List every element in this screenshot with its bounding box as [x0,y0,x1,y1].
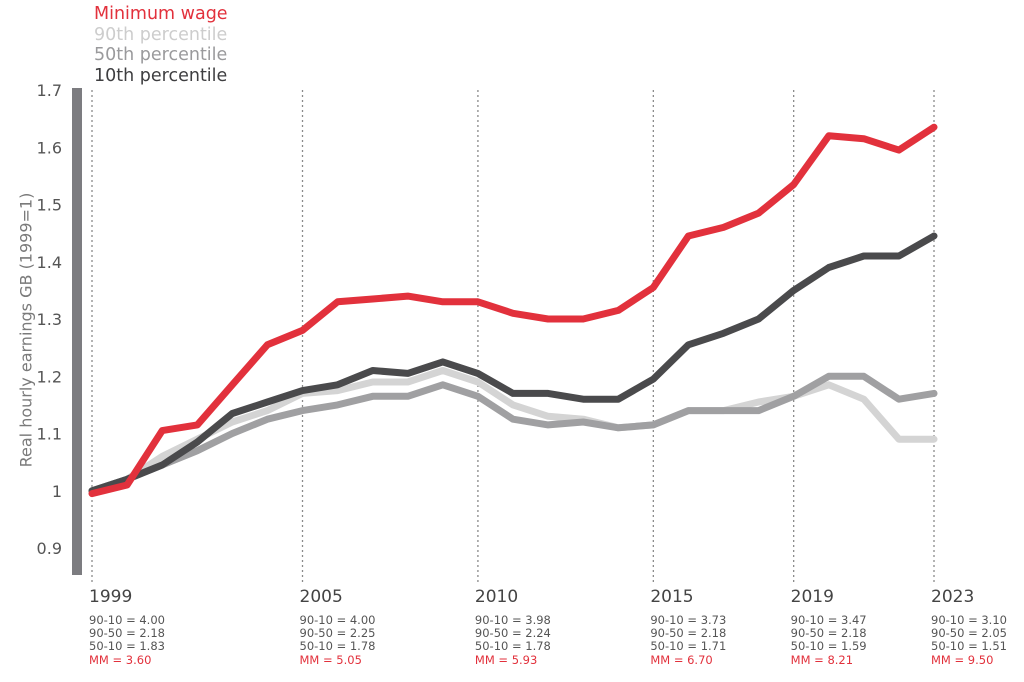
x-tick-label: 2005 [300,587,343,607]
x-tick-label: 2015 [650,587,693,607]
ratio-annotation-2010: 90-10 = 3.98 90-50 = 2.24 50-10 = 1.78 MM =… [474,613,551,667]
ratio-line: 90-50 = 2.05 [931,626,1007,641]
y-tick-label: 1.7 [37,81,62,100]
ratio-line: 50-10 = 1.78 [474,639,551,654]
ratio-annotation-2005: 90-10 = 4.00 90-50 = 2.25 50-10 = 1.78 MM =… [299,613,376,667]
x-tick-label: 1999 [89,587,132,607]
ratio-line: 90-10 = 4.00 [299,613,376,627]
legend: Minimum wage 90th percentile 50th percen… [94,4,228,86]
ratio-annotation-2015: 90-10 = 3.73 90-50 = 2.18 50-10 = 1.71 MM =… [650,613,727,667]
series-line-minimum-wage [88,123,938,498]
ratio-line: 50-10 = 1.71 [650,639,727,654]
legend-minimum-wage: Minimum wage [94,4,228,24]
x-tick-label: 2010 [475,587,518,607]
y-tick-label: 1 [52,482,62,501]
legend-50th-percentile: 50th percentile [94,45,228,65]
legend-90th-percentile: 90th percentile [94,24,228,45]
ratio-line: 90-50 = 2.18 [650,626,727,641]
y-tick-label: 1.3 [37,310,62,329]
y-tick-label: 1.5 [37,196,62,215]
ratio-line: 90-10 = 3.47 [790,613,867,627]
series-line-10th-percentile [88,232,938,495]
ratio-line: 90-50 = 2.18 [89,626,165,641]
x-tick-label: 2019 [791,587,834,607]
legend-10th-percentile: 10th percentile [94,65,228,86]
ratio-line: 90-10 = 3.98 [474,613,551,627]
minimum-wage-value: MM = 9.50 [931,652,994,667]
y-tick-label: 1.1 [37,425,62,444]
year-gridlines [91,90,935,582]
y-tick-label: 1.4 [37,253,62,272]
ratio-line: 90-50 = 2.25 [299,626,376,641]
ratio-annotation-2023: 90-10 = 3.10 90-50 = 2.05 50-10 = 1.51 MM =… [931,613,1007,667]
ratio-annotation-2019: 90-10 = 3.47 90-50 = 2.18 50-10 = 1.59 MM =… [790,613,867,667]
minimum-wage-value: MM = 5.93 [474,652,538,667]
x-tick-label: 2023 [931,587,974,607]
ratio-annotation-1999: 90-10 = 4.00 90-50 = 2.18 50-10 = 1.83 MM =… [89,613,165,667]
series-line-50th-percentile [88,372,938,495]
x-axis-ticks: 1999 2005 2010 2015 2019 2023 [89,587,974,607]
ratio-line: 50-10 = 1.59 [790,639,867,654]
ratio-line: 50-10 = 1.51 [931,639,1007,654]
y-tick-label: 1.2 [37,367,62,386]
minimum-wage-value: MM = 3.60 [89,652,152,667]
ratio-line: 90-50 = 2.18 [790,626,867,641]
minimum-wage-value: MM = 8.21 [790,652,854,667]
series-lines [88,123,938,498]
y-tick-label: 1.6 [37,138,62,157]
ratio-line: 50-10 = 1.78 [299,639,376,654]
ratio-line: 50-10 = 1.83 [89,639,165,654]
ratio-line: 90-10 = 4.00 [89,613,165,627]
ratio-line: 90-10 = 3.10 [931,613,1007,627]
y-tick-label: 0.9 [37,539,62,558]
ratio-line: 90-10 = 3.73 [650,613,727,627]
minimum-wage-value: MM = 5.05 [299,652,362,667]
y-axis-bar [72,88,82,575]
y-axis-ticks: 1.7 1.6 1.5 1.4 1.3 1.2 1.1 1 0.9 [37,81,62,558]
minimum-wage-value: MM = 6.70 [650,652,713,667]
ratio-line: 90-50 = 2.24 [474,626,551,641]
